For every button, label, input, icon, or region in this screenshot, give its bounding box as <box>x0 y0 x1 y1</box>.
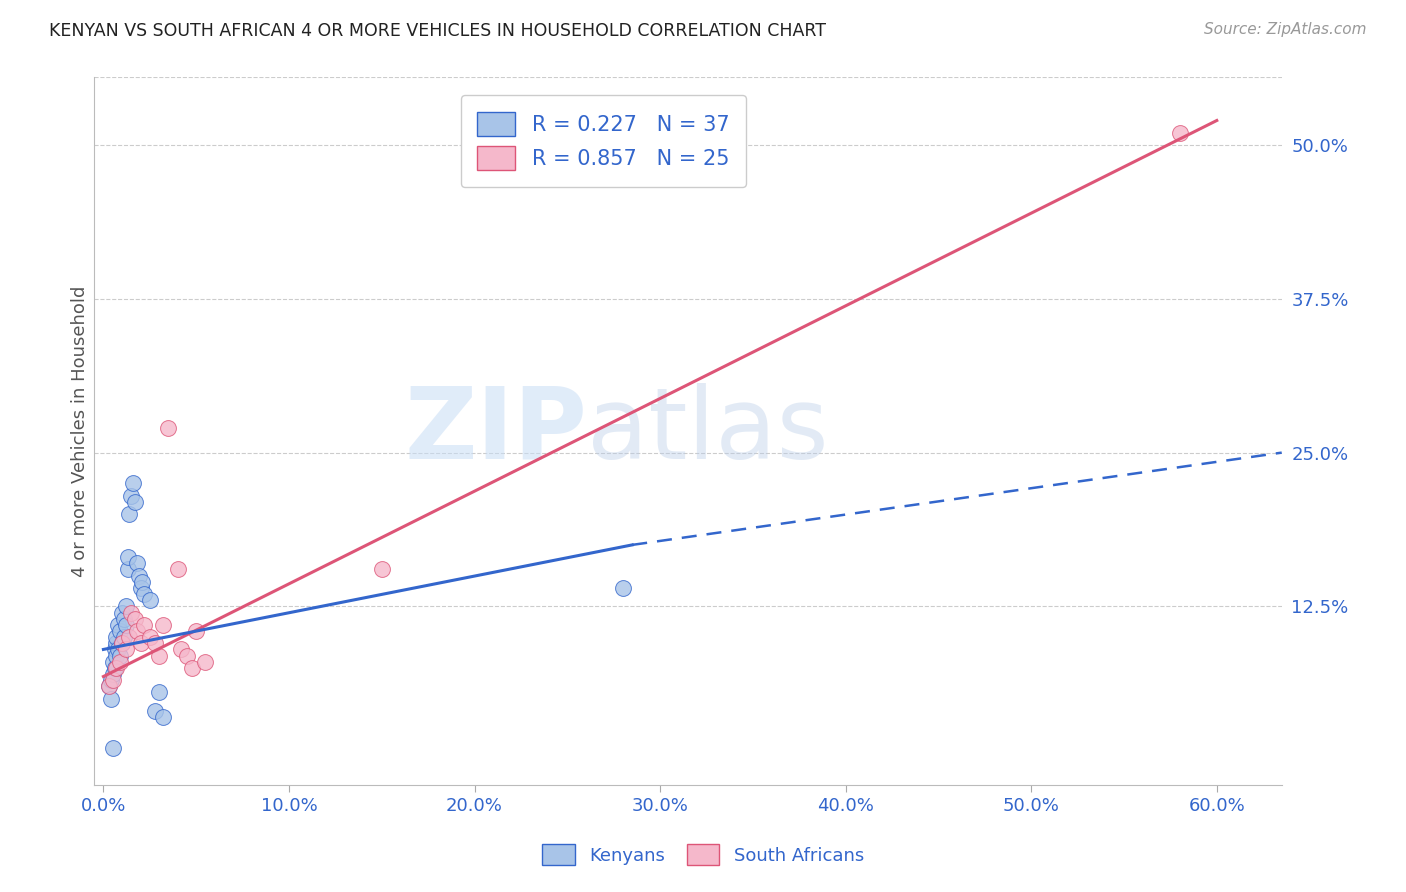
Point <box>118 630 141 644</box>
Point <box>111 606 134 620</box>
Point <box>612 581 634 595</box>
Point <box>1168 126 1191 140</box>
Point <box>125 624 148 638</box>
Point <box>120 489 142 503</box>
Point <box>139 630 162 644</box>
Point <box>112 612 135 626</box>
Point <box>129 636 152 650</box>
Point <box>105 630 128 644</box>
Text: ZIP: ZIP <box>404 383 586 480</box>
Point <box>101 655 124 669</box>
Point <box>105 636 128 650</box>
Point <box>114 599 136 614</box>
Point <box>117 562 139 576</box>
Point <box>105 661 128 675</box>
Point <box>129 581 152 595</box>
Point <box>122 476 145 491</box>
Point <box>186 624 208 638</box>
Point <box>152 710 174 724</box>
Point <box>100 673 122 688</box>
Point <box>145 636 167 650</box>
Legend: Kenyans, South Africans: Kenyans, South Africans <box>534 837 872 872</box>
Point <box>111 636 134 650</box>
Point <box>148 685 170 699</box>
Point <box>111 636 134 650</box>
Point <box>108 648 131 663</box>
Point <box>112 630 135 644</box>
Point <box>124 612 146 626</box>
Point <box>148 648 170 663</box>
Point <box>98 679 121 693</box>
Point <box>108 655 131 669</box>
Legend: R = 0.227   N = 37, R = 0.857   N = 25: R = 0.227 N = 37, R = 0.857 N = 25 <box>461 95 747 186</box>
Point <box>98 679 121 693</box>
Point <box>157 421 180 435</box>
Point <box>107 642 129 657</box>
Point <box>194 655 217 669</box>
Point <box>118 507 141 521</box>
Text: atlas: atlas <box>586 383 828 480</box>
Point <box>128 568 150 582</box>
Point <box>139 593 162 607</box>
Point <box>100 691 122 706</box>
Point <box>108 624 131 638</box>
Point <box>114 642 136 657</box>
Point <box>152 617 174 632</box>
Point <box>134 617 156 632</box>
Point <box>176 648 198 663</box>
Point <box>107 617 129 632</box>
Point <box>125 557 148 571</box>
Point <box>103 661 125 675</box>
Y-axis label: 4 or more Vehicles in Household: 4 or more Vehicles in Household <box>72 285 89 577</box>
Point <box>145 704 167 718</box>
Point <box>103 642 125 657</box>
Point <box>120 606 142 620</box>
Point <box>101 740 124 755</box>
Point <box>114 617 136 632</box>
Point <box>101 673 124 688</box>
Point <box>117 550 139 565</box>
Point <box>105 648 128 663</box>
Point <box>181 661 204 675</box>
Point <box>170 642 193 657</box>
Point <box>101 667 124 681</box>
Point <box>124 495 146 509</box>
Text: Source: ZipAtlas.com: Source: ZipAtlas.com <box>1204 22 1367 37</box>
Point <box>371 562 394 576</box>
Point <box>166 562 188 576</box>
Point <box>134 587 156 601</box>
Text: KENYAN VS SOUTH AFRICAN 4 OR MORE VEHICLES IN HOUSEHOLD CORRELATION CHART: KENYAN VS SOUTH AFRICAN 4 OR MORE VEHICL… <box>49 22 827 40</box>
Point <box>131 574 153 589</box>
